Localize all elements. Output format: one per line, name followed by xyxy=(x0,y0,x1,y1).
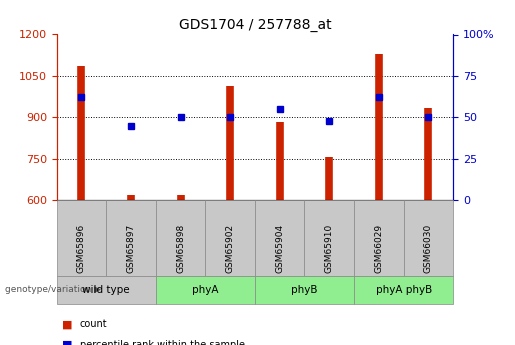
Text: GSM65902: GSM65902 xyxy=(226,224,235,273)
Text: GSM65897: GSM65897 xyxy=(127,223,135,273)
Text: GSM65904: GSM65904 xyxy=(275,224,284,273)
Text: wild type: wild type xyxy=(82,285,130,295)
Text: phyA phyB: phyA phyB xyxy=(375,285,432,295)
Text: phyA: phyA xyxy=(192,285,218,295)
Text: ■: ■ xyxy=(62,340,72,345)
Text: genotype/variation ▶: genotype/variation ▶ xyxy=(5,285,101,294)
Text: percentile rank within the sample: percentile rank within the sample xyxy=(80,340,245,345)
Text: ■: ■ xyxy=(62,319,72,329)
Text: GSM65910: GSM65910 xyxy=(325,223,334,273)
Text: count: count xyxy=(80,319,108,329)
Text: GSM66030: GSM66030 xyxy=(424,223,433,273)
Text: GSM66029: GSM66029 xyxy=(374,224,383,273)
Text: GSM65896: GSM65896 xyxy=(77,223,86,273)
Text: phyB: phyB xyxy=(291,285,318,295)
Title: GDS1704 / 257788_at: GDS1704 / 257788_at xyxy=(179,18,331,32)
Text: GSM65898: GSM65898 xyxy=(176,223,185,273)
